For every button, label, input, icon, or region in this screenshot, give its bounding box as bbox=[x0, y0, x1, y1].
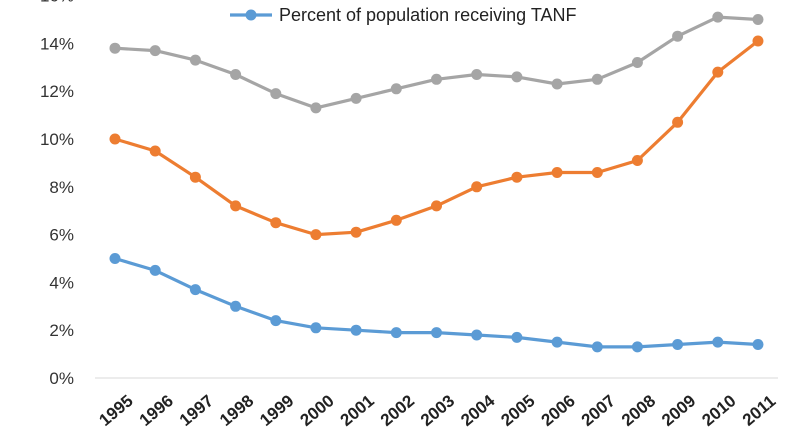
data-point bbox=[712, 11, 724, 23]
legend: Percent of population receiving TANF bbox=[230, 5, 577, 25]
data-point bbox=[189, 171, 201, 183]
x-tick-label: 2004 bbox=[457, 391, 499, 430]
series-layer bbox=[109, 11, 764, 353]
x-tick-label: 2011 bbox=[739, 391, 779, 429]
x-tick-label: 2005 bbox=[497, 391, 538, 430]
data-point bbox=[431, 327, 442, 339]
data-point bbox=[350, 324, 362, 336]
x-tick-label: 2000 bbox=[296, 391, 337, 430]
data-point bbox=[270, 88, 282, 100]
x-tick-label: 2009 bbox=[658, 391, 699, 430]
y-tick-label: 6% bbox=[49, 226, 74, 245]
data-point bbox=[109, 42, 121, 54]
data-point bbox=[431, 200, 442, 212]
data-point bbox=[230, 200, 242, 212]
data-point bbox=[390, 214, 402, 226]
data-point bbox=[431, 73, 442, 85]
data-point bbox=[149, 45, 161, 57]
x-tick-label: 2002 bbox=[377, 391, 418, 430]
data-point bbox=[230, 300, 242, 312]
data-point bbox=[109, 253, 121, 264]
data-point bbox=[310, 102, 322, 114]
y-tick-label: 0% bbox=[49, 369, 74, 388]
x-tick-label: 2010 bbox=[698, 391, 739, 430]
x-tick-label: 2001 bbox=[337, 391, 378, 430]
y-axis: 0% 2% 4% 6% 8% 10% 12% 14% 16% bbox=[40, 0, 74, 388]
y-tick-label: 16% bbox=[40, 0, 74, 6]
y-tick-label: 10% bbox=[40, 130, 74, 149]
x-tick-label: 1997 bbox=[176, 391, 217, 430]
x-tick-label: 2003 bbox=[417, 391, 458, 430]
data-point bbox=[551, 78, 563, 90]
x-tick-label: 1995 bbox=[96, 391, 137, 430]
data-point bbox=[511, 331, 523, 343]
data-point bbox=[672, 116, 684, 128]
data-point bbox=[471, 69, 483, 80]
y-tick-label: 14% bbox=[40, 34, 74, 53]
data-point bbox=[511, 171, 523, 183]
y-tick-label: 8% bbox=[49, 178, 74, 197]
data-point bbox=[591, 167, 603, 178]
y-tick-label: 2% bbox=[49, 321, 74, 340]
series-2 bbox=[109, 253, 764, 353]
data-point bbox=[390, 83, 402, 95]
data-point bbox=[350, 226, 362, 238]
data-point bbox=[189, 284, 201, 296]
data-point bbox=[149, 145, 161, 157]
data-point bbox=[591, 73, 603, 85]
data-point bbox=[390, 327, 402, 339]
data-point bbox=[631, 57, 643, 68]
data-point bbox=[752, 14, 764, 25]
series-line bbox=[113, 15, 760, 110]
series-1 bbox=[109, 35, 764, 241]
data-point bbox=[752, 339, 764, 350]
data-point bbox=[471, 329, 483, 341]
data-point bbox=[712, 66, 724, 78]
x-tick-label: 2007 bbox=[578, 391, 619, 430]
y-tick-label: 12% bbox=[40, 82, 74, 101]
data-point bbox=[631, 341, 643, 353]
x-tick-label: 1998 bbox=[216, 391, 257, 430]
data-point bbox=[149, 264, 161, 276]
data-point bbox=[189, 54, 201, 66]
x-tick-label: 2006 bbox=[538, 391, 579, 430]
data-point bbox=[672, 339, 684, 350]
data-point bbox=[471, 181, 483, 193]
data-point bbox=[752, 35, 764, 47]
data-point bbox=[350, 92, 362, 104]
data-point bbox=[551, 167, 563, 178]
data-point bbox=[631, 155, 643, 166]
x-axis: 1995199619971998199920002001200220032004… bbox=[95, 377, 779, 430]
y-tick-label: 4% bbox=[49, 273, 74, 292]
data-point bbox=[270, 315, 282, 327]
data-point bbox=[712, 336, 724, 348]
data-point bbox=[109, 133, 121, 145]
data-point bbox=[310, 229, 322, 241]
data-point bbox=[672, 30, 684, 42]
data-point bbox=[511, 71, 523, 83]
legend-marker bbox=[245, 9, 257, 21]
series-0 bbox=[109, 11, 764, 114]
x-tick-label: 2008 bbox=[618, 391, 659, 430]
data-point bbox=[230, 69, 242, 80]
data-point bbox=[270, 217, 282, 229]
x-tick-label: 1996 bbox=[136, 391, 177, 430]
legend-label: Percent of population receiving TANF bbox=[279, 5, 577, 25]
x-tick-label: 1999 bbox=[256, 391, 297, 430]
data-point bbox=[551, 336, 563, 348]
data-point bbox=[310, 322, 322, 334]
data-point bbox=[591, 341, 603, 353]
